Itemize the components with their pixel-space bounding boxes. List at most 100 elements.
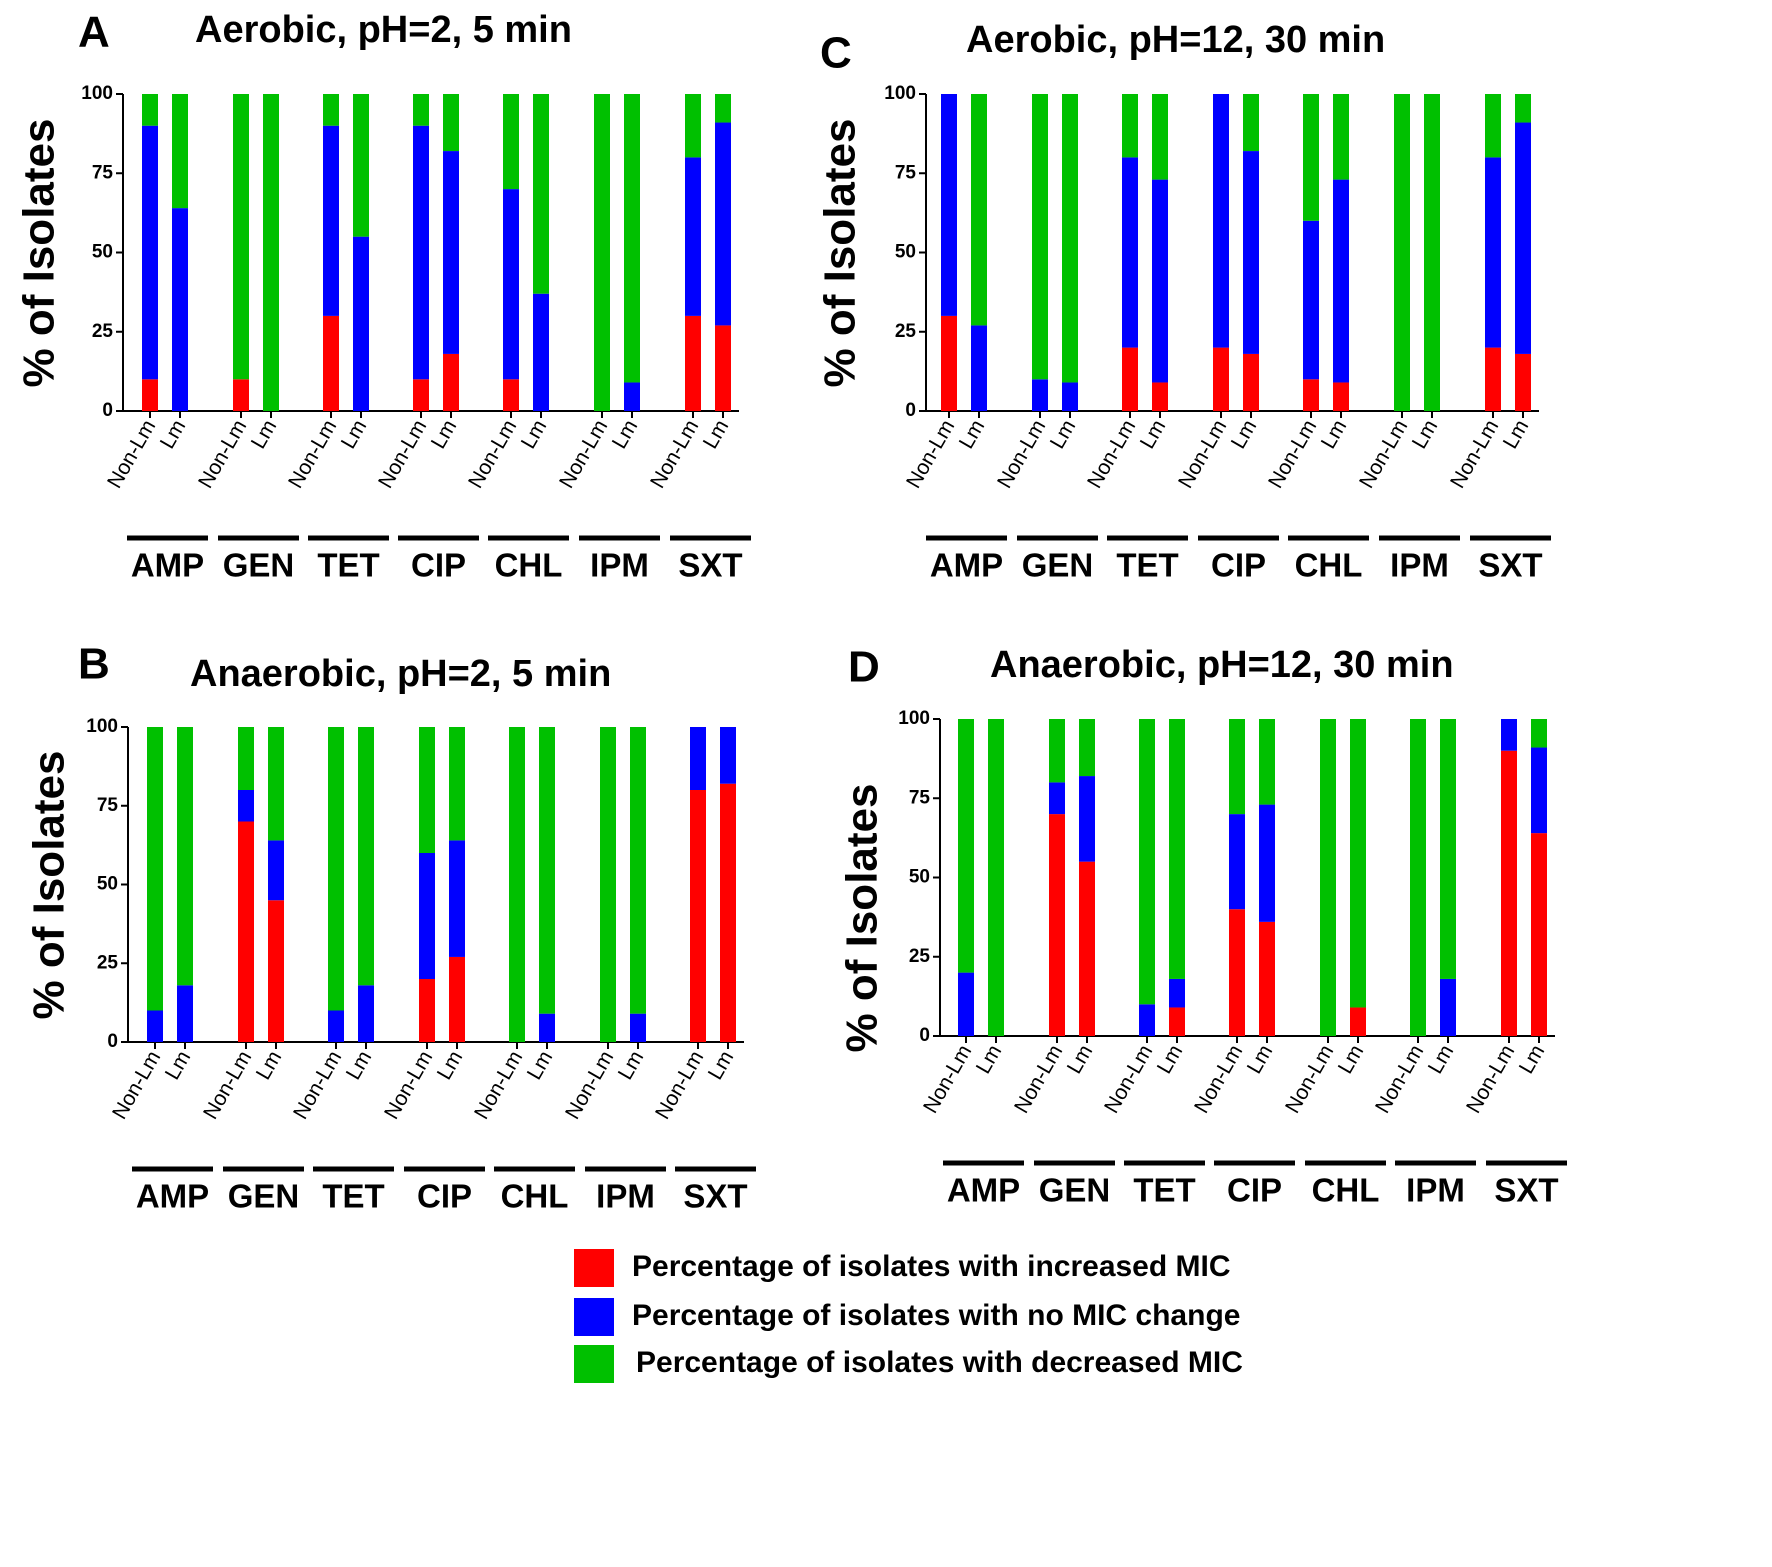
x-tick-label: Lm: [1317, 416, 1352, 453]
bar-decreased-ipm-lm: [630, 727, 646, 1014]
bar-decreased-ipm-non-lm: [1394, 94, 1410, 411]
y-tick-label: 75: [92, 162, 114, 183]
bar-no-change-cip-lm: [1259, 804, 1275, 922]
bar-no-change-sxt-non-lm: [685, 157, 701, 316]
bar-no-change-ipm-lm: [624, 382, 640, 411]
x-tick-label: Lm: [517, 416, 552, 453]
bar-no-change-tet-lm: [358, 985, 374, 1042]
bar-decreased-cip-lm: [1259, 719, 1275, 805]
bar-no-change-tet-non-lm: [323, 125, 339, 316]
bar-no-change-chl-lm: [533, 293, 549, 411]
bar-increased-amp-non-lm: [941, 315, 957, 411]
legend-swatch: [574, 1249, 614, 1287]
group-label: TET: [317, 547, 379, 584]
group-label: CIP: [411, 547, 466, 584]
group-label: GEN: [228, 1178, 300, 1215]
bar-no-change-sxt-lm: [715, 122, 731, 326]
y-tick-label: 100: [81, 83, 113, 104]
bar-no-change-gen-lm: [1062, 382, 1078, 411]
bar-no-change-sxt-non-lm: [690, 727, 706, 790]
bar-increased-tet-non-lm: [323, 315, 339, 411]
bar-decreased-gen-lm: [263, 94, 279, 411]
chart-title: Aerobic, pH=12, 30 min: [966, 19, 1385, 61]
group-label: CHL: [501, 1178, 569, 1215]
x-tick-label: Non-Lm: [651, 1047, 708, 1123]
group-label: SXT: [1478, 547, 1542, 584]
bar-increased-gen-non-lm: [233, 379, 249, 411]
bar-increased-sxt-non-lm: [685, 315, 701, 411]
bar-increased-sxt-non-lm: [1485, 347, 1501, 411]
bar-no-change-cip-non-lm: [419, 853, 435, 979]
group-label: SXT: [678, 547, 742, 584]
group-label: IPM: [596, 1178, 655, 1215]
bar-decreased-ipm-non-lm: [594, 94, 610, 411]
bar-increased-sxt-lm: [1531, 833, 1547, 1036]
x-tick-label: Lm: [1063, 1041, 1098, 1078]
panel-c: C Aerobic, pH=12, 30 min % of Isolates 0 25 5…: [816, 19, 1551, 584]
chart-title: Anaerobic, pH=2, 5 min: [190, 653, 611, 695]
bar-decreased-cip-lm: [1243, 94, 1259, 152]
bar-decreased-sxt-lm: [1515, 94, 1531, 123]
bar-decreased-ipm-non-lm: [600, 727, 616, 1042]
x-tick-label: Lm: [1408, 416, 1443, 453]
x-tick-label: Non-Lm: [1281, 1041, 1338, 1117]
bar-decreased-gen-lm: [1079, 719, 1095, 777]
x-tick-label: Non-Lm: [194, 416, 251, 492]
bar-no-change-gen-lm: [1079, 776, 1095, 862]
x-tick-label: Lm: [1515, 1041, 1550, 1078]
bar-decreased-chl-lm: [1350, 719, 1366, 1008]
x-tick-label: Lm: [1136, 416, 1171, 453]
bar-decreased-amp-lm: [172, 94, 188, 209]
group-label: CIP: [417, 1178, 472, 1215]
bar-no-change-amp-lm: [971, 325, 987, 411]
bar-decreased-tet-non-lm: [1139, 719, 1155, 1005]
bar-no-change-amp-non-lm: [147, 1010, 163, 1042]
x-tick-label: Non-Lm: [919, 1041, 976, 1117]
bar-no-change-sxt-non-lm: [1485, 157, 1501, 348]
legend-swatch: [574, 1298, 614, 1336]
x-tick-label: Non-Lm: [470, 1047, 527, 1123]
bar-no-change-amp-non-lm: [958, 972, 974, 1036]
y-tick-label: 0: [919, 1025, 930, 1046]
x-tick-label: Non-Lm: [380, 1047, 437, 1123]
bar-decreased-gen-lm: [1062, 94, 1078, 383]
bar-no-change-gen-non-lm: [1049, 782, 1065, 815]
x-tick-label: Non-Lm: [1446, 416, 1503, 492]
bar-decreased-amp-non-lm: [958, 719, 974, 973]
bar-decreased-sxt-lm: [1531, 719, 1547, 748]
x-tick-label: Non-Lm: [902, 416, 959, 492]
x-tick-label: Non-Lm: [1462, 1041, 1519, 1117]
x-tick-label: Non-Lm: [646, 416, 703, 492]
x-tick-label: Non-Lm: [1371, 1041, 1428, 1117]
y-tick-label: 100: [884, 83, 916, 104]
bar-decreased-amp-non-lm: [142, 94, 158, 126]
bar-decreased-gen-non-lm: [238, 727, 254, 790]
bar-decreased-chl-non-lm: [1320, 719, 1336, 1036]
bar-increased-chl-lm: [1333, 382, 1349, 411]
x-tick-label: Non-Lm: [1010, 1041, 1067, 1117]
bar-decreased-tet-non-lm: [328, 727, 344, 1011]
group-label: TET: [1116, 547, 1178, 584]
bar-decreased-cip-lm: [449, 727, 465, 841]
group-label: IPM: [590, 547, 649, 584]
group-label: IPM: [1390, 547, 1449, 584]
panel-letter: B: [78, 640, 110, 689]
bar-no-change-cip-non-lm: [1229, 814, 1245, 910]
bar-no-change-amp-lm: [177, 985, 193, 1042]
bar-no-change-gen-non-lm: [1032, 379, 1048, 411]
bar-no-change-sxt-lm: [1531, 747, 1547, 834]
legend-item-decreased: Percentage of isolates with decreased MI…: [574, 1345, 1243, 1383]
x-tick-label: Lm: [955, 416, 990, 453]
